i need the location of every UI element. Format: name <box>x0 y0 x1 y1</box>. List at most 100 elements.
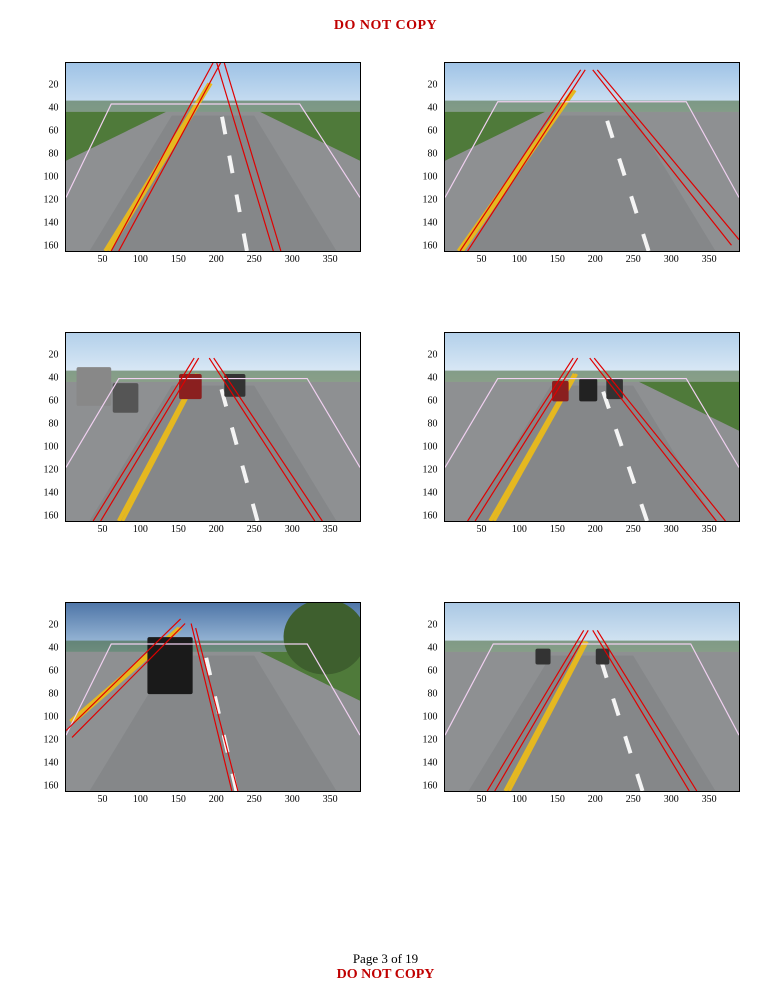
figure-panel-4: 20 40 60 80 100 120 140 160 50 100 150 200 250 300 350 <box>410 332 740 542</box>
ytick-label: 20 <box>49 80 59 91</box>
xtick-label: 100 <box>133 794 148 805</box>
ytick-label: 120 <box>44 465 59 476</box>
figure-panel-5: 2040608010012014016050100150200250300350 <box>31 602 361 812</box>
ytick-label: 120 <box>44 195 59 206</box>
xtick-label: 300 <box>664 794 679 805</box>
x-axis-ticks: 50 100 150 200 250 300 350 <box>65 254 361 270</box>
xtick-label: 100 <box>133 524 148 535</box>
xtick-label: 300 <box>285 524 300 535</box>
header-warning: DO NOT COPY <box>0 18 771 34</box>
ytick-label: 60 <box>428 396 438 407</box>
ytick-label: 40 <box>428 373 438 384</box>
xtick-label: 350 <box>323 794 338 805</box>
ytick-label: 20 <box>428 350 438 361</box>
xtick-label: 250 <box>247 794 262 805</box>
ytick-label: 160 <box>423 241 438 252</box>
x-axis-ticks: 50100150200250300350 <box>65 794 361 810</box>
xtick-label: 150 <box>171 794 186 805</box>
footer-warning: DO NOT COPY <box>0 967 771 983</box>
xtick-label: 100 <box>512 794 527 805</box>
scene-svg <box>445 333 739 521</box>
page-number: Page 3 of 19 <box>0 951 771 967</box>
ytick-label: 80 <box>428 149 438 160</box>
xtick-label: 350 <box>702 524 717 535</box>
xtick-label: 200 <box>209 254 224 265</box>
plot-area <box>444 332 740 522</box>
xtick-label: 200 <box>588 254 603 265</box>
scene-svg <box>445 63 739 251</box>
x-axis-ticks: 50100150200250300350 <box>444 254 740 270</box>
xtick-label: 150 <box>550 524 565 535</box>
ytick-label: 100 <box>44 442 59 453</box>
y-axis-ticks: 20406080100120140160 <box>31 332 61 522</box>
ytick-label: 40 <box>49 373 59 384</box>
xtick-label: 250 <box>247 254 262 265</box>
figure-panel-1: 2040608010012014016050100150200250300350 <box>31 62 361 272</box>
xtick-label: 200 <box>588 524 603 535</box>
scene-svg <box>445 603 739 791</box>
ytick-label: 40 <box>428 103 438 114</box>
y-axis-ticks: 20406080100120140160 <box>410 62 440 252</box>
xtick-label: 250 <box>626 524 641 535</box>
plot-area <box>444 602 740 792</box>
plot-area <box>65 602 361 792</box>
ytick-label: 140 <box>423 758 438 769</box>
ytick-label: 80 <box>428 419 438 430</box>
ytick-label: 160 <box>44 781 59 792</box>
figure-grid: 20 40 60 80 100 120 140 160 50 100 150 200 250 300 350… <box>31 62 741 812</box>
ytick-label: 20 <box>49 350 59 361</box>
xtick-label: 350 <box>323 254 338 265</box>
figure-panel-6: 2040608010012014016050100150200250300350 <box>410 602 740 812</box>
xtick-label: 250 <box>626 254 641 265</box>
ytick-label: 140 <box>423 488 438 499</box>
xtick-label: 150 <box>171 524 186 535</box>
xtick-label: 350 <box>702 254 717 265</box>
ytick-label: 100 <box>423 442 438 453</box>
document-page: DO NOT COPY 20 40 60 80 100 120 140 160 50 100 150… <box>0 0 771 1001</box>
xtick-label: 150 <box>550 254 565 265</box>
ytick-label: 100 <box>423 172 438 183</box>
ytick-label: 160 <box>44 241 59 252</box>
x-axis-ticks: 50 100 150 200 250 300 350 <box>444 524 740 540</box>
scene-svg <box>66 333 360 521</box>
ytick-label: 80 <box>428 689 438 700</box>
xtick-label: 50 <box>476 254 486 265</box>
xtick-label: 350 <box>702 794 717 805</box>
plot-area <box>65 332 361 522</box>
x-axis-ticks: 50100150200250300350 <box>444 794 740 810</box>
xtick-label: 300 <box>285 254 300 265</box>
ytick-label: 120 <box>423 195 438 206</box>
y-axis-ticks: 20406080100120140160 <box>31 602 61 792</box>
xtick-label: 200 <box>209 524 224 535</box>
ytick-label: 160 <box>423 511 438 522</box>
xtick-label: 200 <box>588 794 603 805</box>
ytick-label: 40 <box>49 103 59 114</box>
xtick-label: 50 <box>476 524 486 535</box>
xtick-label: 300 <box>664 524 679 535</box>
ytick-label: 100 <box>44 172 59 183</box>
xtick-label: 250 <box>626 794 641 805</box>
ytick-label: 20 <box>428 620 438 631</box>
ytick-label: 60 <box>428 126 438 137</box>
page-footer: Page 3 of 19 DO NOT COPY <box>0 951 771 983</box>
xtick-label: 50 <box>97 254 107 265</box>
scene-svg <box>66 63 360 251</box>
plot-area <box>65 62 361 252</box>
ytick-label: 60 <box>49 126 59 137</box>
ytick-label: 100 <box>44 712 59 723</box>
xtick-label: 200 <box>209 794 224 805</box>
x-axis-ticks: 50100150200250300350 <box>65 524 361 540</box>
xtick-label: 50 <box>97 794 107 805</box>
ytick-label: 60 <box>49 396 59 407</box>
ytick-label: 40 <box>428 643 438 654</box>
figure-panel-2: 2040608010012014016050100150200250300350 <box>410 62 740 272</box>
ytick-label: 120 <box>44 735 59 746</box>
ytick-label: 80 <box>49 419 59 430</box>
xtick-label: 100 <box>512 524 527 535</box>
xtick-label: 100 <box>133 254 148 265</box>
xtick-label: 350 <box>323 524 338 535</box>
xtick-label: 150 <box>171 254 186 265</box>
ytick-label: 120 <box>423 465 438 476</box>
ytick-label: 20 <box>49 620 59 631</box>
y-axis-ticks: 20406080100120140160 <box>31 62 61 252</box>
